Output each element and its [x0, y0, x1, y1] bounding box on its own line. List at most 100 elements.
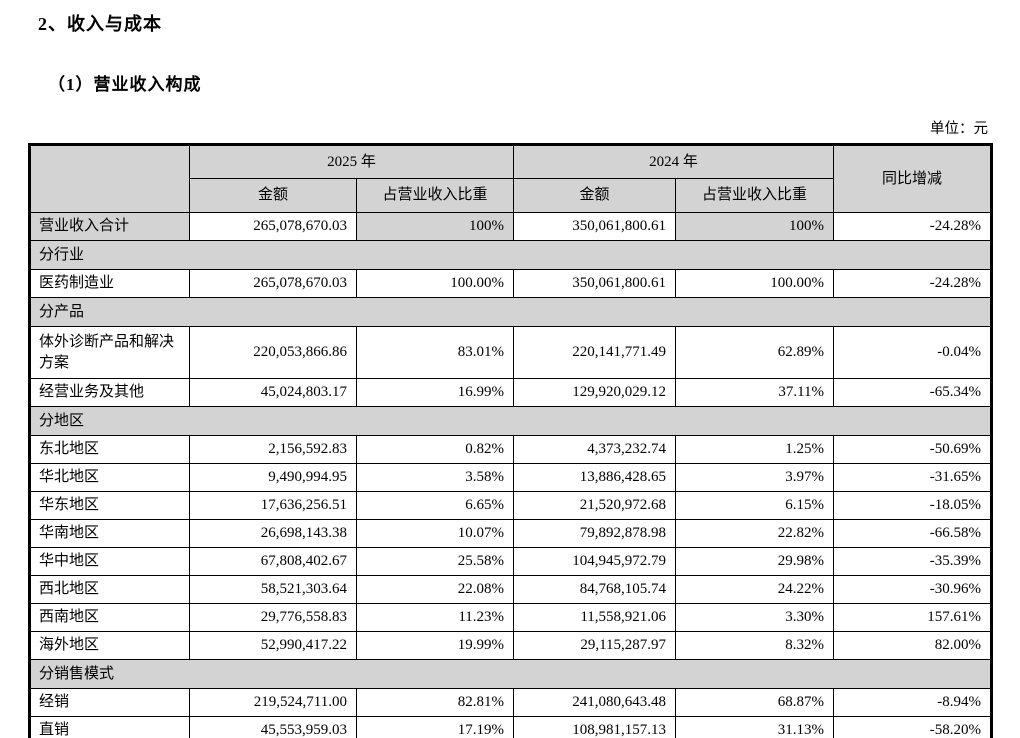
yoy-cell: -18.05% [833, 491, 993, 520]
ratio-2024-cell: 68.87% [675, 688, 835, 717]
amount-2025-cell: 67,808,402.67 [189, 547, 357, 576]
table-row: 体外诊断产品和解决方案 220,053,866.86 83.01% 220,141,7… [29, 326, 993, 379]
section-label: 分地区 [28, 406, 993, 436]
year-2025-header: 2025 年 [188, 144, 515, 179]
section-label: 分产品 [28, 297, 993, 327]
ratio-2025-cell: 19.99% [355, 631, 515, 660]
amount-2024-cell: 29,115,287.97 [513, 631, 677, 660]
row-label-cell: 西北地区 [29, 575, 190, 604]
amount-2024-cell: 84,768,105.74 [513, 575, 677, 604]
yoy-cell: -35.39% [833, 547, 993, 576]
section-row: 分地区 [28, 406, 993, 436]
yoy-cell: -58.20% [833, 716, 993, 738]
table-row: 西南地区 29,776,558.83 11.23% 11,558,921.06 3.30… [29, 603, 993, 632]
amount-2024-cell: 241,080,643.48 [513, 688, 677, 717]
amount-2024-cell: 4,373,232.74 [513, 435, 677, 464]
ratio-2025-cell: 10.07% [355, 519, 515, 548]
table-header-row-years: 2025 年 2024 年 同比增减 [29, 144, 993, 213]
amount-2025-cell: 45,024,803.17 [189, 378, 357, 407]
section-label: 分销售模式 [28, 659, 993, 689]
ratio-2025-cell: 83.01% [355, 326, 515, 379]
amount-2024-cell: 350,061,800.61 [513, 212, 677, 241]
ratio-2024-cell: 8.32% [675, 631, 835, 660]
row-label-cell: 华南地区 [29, 519, 190, 548]
amount-2025-header: 金额 [189, 178, 357, 213]
table-row: 海外地区 52,990,417.22 19.99% 29,115,287.97 8.32… [29, 631, 993, 660]
amount-2025-cell: 2,156,592.83 [189, 435, 357, 464]
ratio-2025-cell: 82.81% [355, 688, 515, 717]
row-label-cell: 体外诊断产品和解决方案 [29, 326, 190, 379]
table-row: 直销 45,553,959.03 17.19% 108,981,157.13 31.13… [29, 716, 993, 738]
amount-2024-cell: 13,886,428.65 [513, 463, 677, 492]
table-row: 华中地区 67,808,402.67 25.58% 104,945,972.79 29.… [29, 547, 993, 576]
table-row: 西北地区 58,521,303.64 22.08% 84,768,105.74 24.2… [29, 575, 993, 604]
row-label-cell: 华东地区 [29, 491, 190, 520]
ratio-2025-header: 占营业收入比重 [355, 178, 515, 213]
row-label-cell: 医药制造业 [29, 269, 190, 298]
section-row: 分销售模式 [28, 659, 993, 689]
amount-2025-cell: 52,990,417.22 [189, 631, 357, 660]
ratio-2024-cell: 62.89% [675, 326, 835, 379]
row-label-cell: 直销 [29, 716, 190, 738]
ratio-2025-cell: 3.58% [355, 463, 515, 492]
amount-2024-cell: 220,141,771.49 [513, 326, 677, 379]
table-header-row-metrics: 金额 占营业收入比重 金额 占营业收入比重 [30, 178, 992, 213]
amount-2025-cell: 9,490,994.95 [189, 463, 357, 492]
amount-2025-cell: 29,776,558.83 [189, 603, 357, 632]
section-row: 分行业 [28, 240, 993, 270]
ratio-2024-cell: 24.22% [675, 575, 835, 604]
section-title: 2、收入与成本 [38, 14, 162, 34]
yoy-cell: -8.94% [833, 688, 993, 717]
row-label-cell: 经营业务及其他 [29, 378, 190, 407]
row-label-cell: 经销 [29, 688, 190, 717]
yoy-cell: 157.61% [833, 603, 993, 632]
amount-2025-cell: 26,698,143.38 [189, 519, 357, 548]
ratio-2024-cell: 1.25% [675, 435, 835, 464]
amount-2025-cell: 265,078,670.03 [189, 269, 357, 298]
amount-2024-cell: 21,520,972.68 [513, 491, 677, 520]
subsection-title: （1）营业收入构成 [48, 75, 202, 94]
ratio-2024-cell: 3.97% [675, 463, 835, 492]
blank-corner-cell [29, 144, 190, 213]
ratio-2024-cell: 100.00% [675, 269, 835, 298]
amount-2024-cell: 79,892,878.98 [513, 519, 677, 548]
ratio-2025-cell: 0.82% [355, 435, 515, 464]
table-row: 医药制造业 265,078,670.03 100.00% 350,061,800.61… [29, 269, 993, 298]
ratio-2025-cell: 16.99% [355, 378, 515, 407]
yoy-cell: -30.96% [833, 575, 993, 604]
row-label-cell: 华北地区 [29, 463, 190, 492]
amount-2025-cell: 265,078,670.03 [189, 212, 357, 241]
ratio-2025-cell: 6.65% [355, 491, 515, 520]
row-label-cell: 西南地区 [29, 603, 190, 632]
yoy-cell: -0.04% [833, 326, 993, 379]
ratio-2024-cell: 6.15% [675, 491, 835, 520]
amount-2025-cell: 58,521,303.64 [189, 575, 357, 604]
year-2024-header: 2024 年 [513, 144, 835, 179]
ratio-2024-cell: 29.98% [675, 547, 835, 576]
ratio-2024-cell: 31.13% [675, 716, 835, 738]
amount-2025-cell: 17,636,256.51 [189, 491, 357, 520]
yoy-cell: -24.28% [833, 212, 993, 241]
ratio-2025-cell: 11.23% [355, 603, 515, 632]
ratio-2025-cell: 22.08% [355, 575, 515, 604]
revenue-composition-table: 2025 年 2024 年 同比增减 金额 占营业收入比重 金额 占营业收入比重… [28, 143, 994, 738]
ratio-2024-cell: 22.82% [675, 519, 835, 548]
yoy-cell: 82.00% [833, 631, 993, 660]
amount-2025-cell: 45,553,959.03 [189, 716, 357, 738]
yoy-cell: -66.58% [833, 519, 993, 548]
ratio-2025-cell: 100% [355, 212, 515, 241]
amount-2024-cell: 350,061,800.61 [513, 269, 677, 298]
table-row: 经营业务及其他 45,024,803.17 16.99% 129,920,029.12… [29, 378, 993, 407]
amount-2024-cell: 11,558,921.06 [513, 603, 677, 632]
row-label-cell: 华中地区 [29, 547, 190, 576]
amount-2025-cell: 219,524,711.00 [189, 688, 357, 717]
table-row: 华北地区 9,490,994.95 3.58% 13,886,428.65 3.97% -… [29, 463, 993, 492]
amount-2025-cell: 220,053,866.86 [189, 326, 357, 379]
ratio-2025-cell: 100.00% [355, 269, 515, 298]
yoy-cell: -65.34% [833, 378, 993, 407]
table-row: 华东地区 17,636,256.51 6.65% 21,520,972.68 6.15%… [29, 491, 993, 520]
amount-2024-cell: 129,920,029.12 [513, 378, 677, 407]
yoy-cell: -24.28% [833, 269, 993, 298]
yoy-header: 同比增减 [833, 144, 993, 213]
